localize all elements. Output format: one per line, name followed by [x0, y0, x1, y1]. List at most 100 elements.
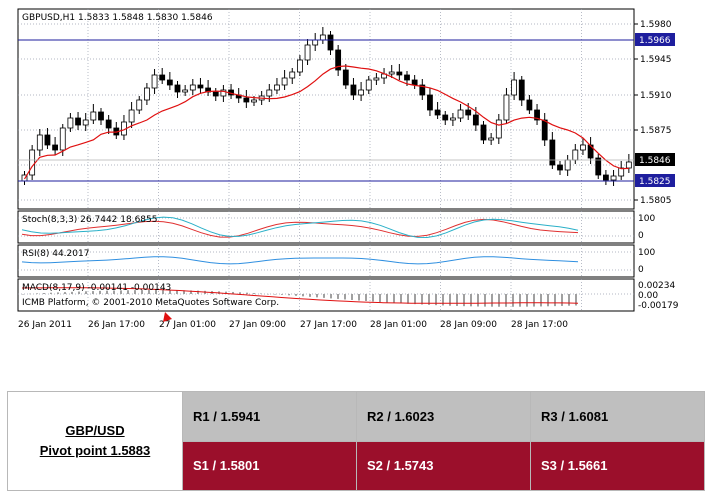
copyright-text: ICMB Platform, © 2001-2010 MetaQuotes So…: [22, 298, 279, 308]
support-3: S3 / 1.5661: [530, 440, 705, 491]
support-1: S1 / 1.5801: [182, 440, 357, 491]
candle-body: [128, 109, 135, 123]
candle-body: [136, 99, 143, 111]
macd-bar: [330, 294, 332, 299]
price-label: 1.5805: [640, 196, 672, 206]
candle-body: [625, 161, 632, 169]
rsi-scale-max: 100: [638, 248, 655, 258]
macd-bar: [99, 290, 101, 294]
macd-bar: [400, 294, 402, 304]
macd-bar: [302, 294, 304, 297]
candle-body: [319, 34, 326, 41]
price-chart-pane[interactable]: GBPUSD,H1 1.5833 1.5848 1.5830 1.5846: [17, 8, 635, 210]
candle-body: [564, 159, 571, 171]
macd-bar: [428, 294, 430, 305]
candle-body: [189, 84, 196, 91]
macd-bar: [176, 290, 178, 294]
macd-bar: [540, 294, 542, 307]
stochastic-label: Stoch(8,3,3) 26.7442 18.6855: [22, 215, 157, 225]
macd-bar: [78, 291, 80, 294]
macd-pane[interactable]: MACD(8,17,9) -0.00141 -0.00143 ICMB Plat…: [17, 278, 679, 312]
symbol-cell: GBP/USD Pivot point 1.5883: [7, 391, 183, 491]
candle-body: [434, 109, 441, 116]
resistance-2: R2 / 1.6023: [356, 391, 531, 442]
macd-bar: [295, 294, 297, 296]
macd-bar: [148, 290, 150, 294]
candle-body: [98, 111, 104, 121]
macd-bar: [344, 294, 346, 300]
macd-bar: [309, 294, 311, 297]
metatrader-chart-window[interactable]: GBPUSD,H1 1.5833 1.5848 1.5830 1.5846 1.…: [0, 0, 712, 340]
period-separator-arrow-icon[interactable]: [163, 312, 172, 322]
candle-body: [580, 144, 586, 151]
candle-body: [44, 134, 51, 146]
candle-body: [29, 149, 36, 176]
candle-body: [304, 44, 311, 61]
candle-body: [335, 49, 342, 71]
macd-bar: [337, 294, 339, 299]
time-label: 27 Jan 17:00: [300, 320, 357, 330]
candle-body: [350, 84, 357, 96]
candle-body: [472, 114, 479, 126]
rsi-pane[interactable]: RSI(8) 44.2017 100 0: [17, 244, 655, 278]
candle-body: [595, 157, 602, 176]
time-label: 28 Jan 17:00: [511, 320, 568, 330]
candle-body: [274, 84, 280, 91]
resistance-3: R3 / 1.6081: [530, 391, 705, 442]
macd-bar: [554, 294, 556, 307]
candle-body: [312, 39, 319, 46]
macd-bar: [190, 290, 192, 294]
pivot-point: Pivot point 1.5883: [39, 443, 151, 458]
candle-body: [281, 77, 288, 86]
candle-body: [75, 117, 81, 126]
lower-line-price-tag-text: 1.5825: [639, 177, 671, 187]
candle-body: [159, 74, 166, 81]
candle-body: [296, 59, 303, 73]
candle-body: [549, 139, 556, 166]
symbol-name: GBP/USD: [65, 423, 125, 438]
macd-bar: [232, 291, 234, 294]
macd-bar: [267, 293, 269, 295]
pivot-points-table: GBP/USD Pivot point 1.5883 R1 / 1.5941 R…: [7, 391, 705, 491]
candle-body: [427, 94, 433, 111]
candle-body: [59, 127, 66, 151]
macd-bar: [470, 294, 472, 307]
macd-bar: [449, 294, 451, 306]
macd-bar: [36, 293, 38, 294]
candle-body: [373, 77, 380, 81]
stochastic-grid: [18, 211, 634, 243]
price-label: 1.5875: [640, 126, 672, 136]
macd-histogram: [22, 290, 577, 307]
time-label: 28 Jan 09:00: [440, 320, 497, 330]
candle-body: [67, 117, 74, 129]
support-row: S1 / 1.5801 S2 / 1.5743 S3 / 1.5661: [8, 440, 705, 491]
candle-body: [266, 89, 273, 97]
macd-scale-max: 0.00234: [638, 281, 675, 291]
macd-bar: [407, 294, 409, 304]
price-label: 1.5910: [640, 91, 672, 101]
candle-body: [541, 119, 548, 141]
candle-body: [495, 119, 502, 139]
stochastic-pane[interactable]: Stoch(8,3,3) 26.7442 18.6855 100 0: [17, 210, 655, 244]
macd-label: MACD(8,17,9) -0.00141 -0.00143: [22, 283, 171, 293]
macd-bar: [141, 290, 143, 294]
candle-body: [557, 164, 563, 171]
upper-line-price-tag: [635, 33, 675, 46]
macd-bar: [253, 293, 255, 294]
price-axis: 1.5980 1.5945 1.5910 1.5875 1.5805 1.596…: [634, 20, 675, 206]
candle-body: [411, 79, 418, 86]
candle-body: [488, 137, 495, 141]
candle-body: [419, 84, 426, 96]
macd-scale-zero: 0.00: [638, 291, 658, 301]
macd-bar: [274, 294, 276, 295]
resistance-1: R1 / 1.5941: [182, 391, 357, 442]
macd-scale-min: -0.00179: [638, 301, 679, 311]
macd-bar: [29, 293, 31, 295]
macd-bar: [477, 294, 479, 307]
candle-body: [480, 124, 487, 141]
macd-bar: [246, 292, 248, 294]
macd-bar: [351, 294, 353, 300]
macd-bar: [197, 290, 199, 294]
macd-signal-line: [21, 287, 579, 304]
candle-body: [36, 134, 43, 151]
